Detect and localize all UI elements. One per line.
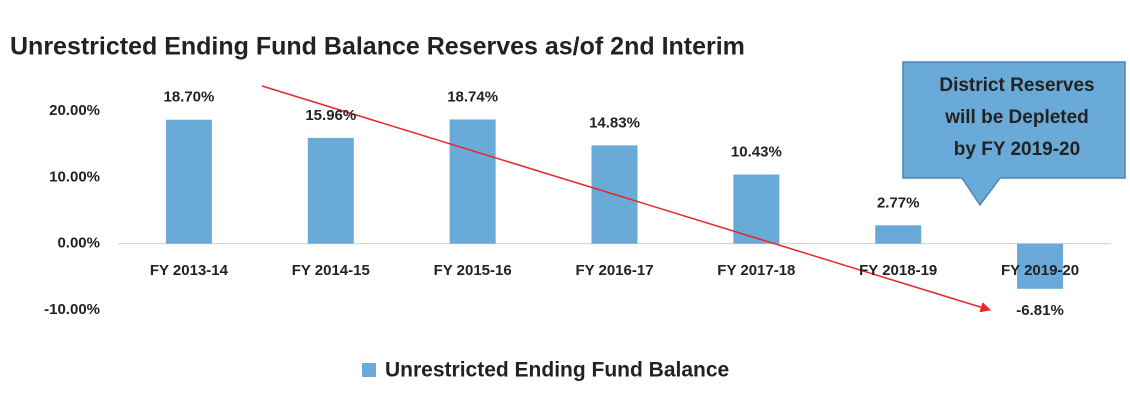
- data-label: 14.83%: [589, 114, 640, 131]
- data-label: 18.74%: [447, 88, 498, 105]
- callout: [902, 61, 1126, 207]
- bar: [165, 119, 212, 244]
- x-tick-label: FY 2016-17: [575, 262, 653, 279]
- chart-title: Unrestricted Ending Fund Balance Reserve…: [10, 33, 745, 61]
- x-tick-label: FY 2013-14: [150, 262, 229, 279]
- x-tick-label: FY 2014-15: [292, 262, 370, 279]
- x-tick-label: FY 2017-18: [717, 262, 795, 279]
- legend-swatch: [362, 363, 376, 377]
- data-label: 10.43%: [731, 144, 782, 161]
- x-tick-label: FY 2018-19: [859, 262, 937, 279]
- bar: [733, 174, 780, 244]
- annotation: will be Depleted: [944, 107, 1089, 128]
- y-tick-label: 10.00%: [49, 168, 100, 185]
- bar: [449, 119, 496, 244]
- annotation: District Reserves: [939, 75, 1094, 96]
- y-tick-label: 0.00%: [57, 235, 100, 252]
- data-label: -6.81%: [1016, 302, 1064, 319]
- bar: [875, 225, 922, 244]
- bar: [1017, 243, 1064, 289]
- data-label: 2.77%: [877, 194, 920, 211]
- callout-text: District Reserves will be Depleted by FY 2…: [939, 75, 1094, 160]
- data-label: 15.96%: [305, 107, 356, 124]
- x-tick-label: FY 2015-16: [434, 262, 512, 279]
- trend-arrow: [261, 85, 992, 313]
- data-label: 18.70%: [163, 89, 214, 106]
- annotation: by FY 2019-20: [954, 139, 1080, 160]
- plot-area: [118, 119, 1111, 289]
- y-tick-label: 20.00%: [49, 102, 100, 119]
- bar: [307, 137, 354, 244]
- y-tick-label: -10.00%: [44, 301, 100, 318]
- x-tick-label: FY 2019-20: [1001, 262, 1079, 279]
- legend-label: Unrestricted Ending Fund Balance: [385, 359, 729, 382]
